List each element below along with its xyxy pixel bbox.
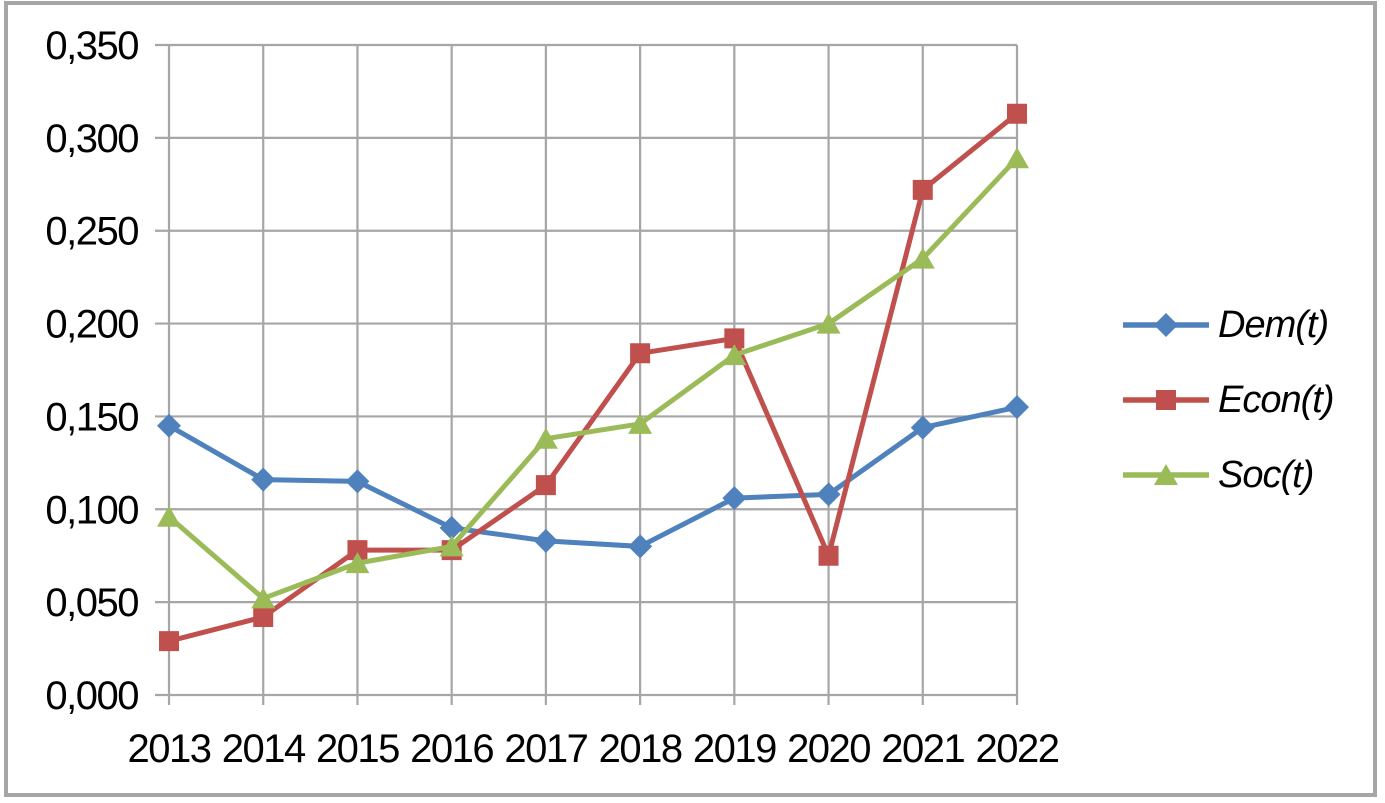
soct-series: [157, 147, 1029, 609]
soct-point-2018: [628, 412, 653, 434]
demt-series: [157, 395, 1029, 559]
x-tick-label: 2017: [504, 727, 587, 771]
econt-point-2015: [347, 540, 368, 561]
soct-point-2013: [157, 505, 181, 527]
y-tick-label: 0,000: [45, 674, 138, 718]
legend-item-soc: Soc(t): [1122, 454, 1314, 496]
soc-series-legend-marker-icon: [1123, 464, 1209, 485]
soct-point-2020: [816, 312, 841, 334]
econt-series-line: [166, 111, 1020, 644]
legend-label-soc: Soc(t): [1218, 454, 1314, 496]
demt-point-2020: [816, 482, 841, 507]
legend-label-dem: Dem(t): [1218, 304, 1329, 346]
y-tick-label: 0,250: [45, 210, 138, 254]
y-tick-label: 0,300: [45, 117, 138, 161]
x-tick-label: 2018: [599, 727, 682, 771]
soct-point-2019: [722, 344, 747, 366]
econt-point-2020: [818, 545, 839, 566]
econt-point-2014: [253, 607, 274, 627]
econt-point-2013: [159, 631, 179, 652]
demt-point-2018: [628, 534, 653, 559]
soct-point-2021: [910, 247, 935, 269]
econ-series-legend-marker-icon: [1123, 390, 1209, 410]
x-tick-label: 2014: [222, 727, 306, 771]
demt-point-2016: [439, 515, 464, 540]
demt-point-2013: [157, 413, 181, 438]
soct-series-line: [166, 155, 1020, 601]
demt-point-2015: [345, 469, 370, 494]
x-tick-label: 2019: [693, 727, 776, 771]
legend-marker: [1154, 313, 1178, 337]
econt-point-2017: [535, 475, 556, 496]
soct-point-2022: [1005, 147, 1029, 169]
x-tick-label: 2021: [881, 727, 964, 771]
x-axis-labels: 2013 2014 2015 2016 2017 2018 2019 2020 2021 2022: [128, 727, 1061, 771]
y-tick-label: 0,050: [45, 581, 138, 625]
econt-point-2021: [912, 179, 933, 200]
demt-point-2022: [1005, 395, 1029, 420]
soct-point-2015: [345, 552, 370, 574]
demt-point-2019: [722, 486, 747, 511]
legend-label-econ: Econ(t): [1218, 379, 1334, 421]
demt-point-2014: [251, 467, 276, 492]
econt-series: [159, 103, 1027, 652]
soct-point-2017: [533, 427, 558, 449]
demt-series-line: [166, 404, 1020, 549]
soct-point-2016: [439, 535, 464, 557]
y-tick-label: 0,200: [45, 303, 138, 347]
demt-point-2021: [910, 415, 935, 440]
legend-marker: [1156, 390, 1176, 410]
x-tick-label: 2016: [410, 727, 493, 771]
legend-item-econ: Econ(t): [1122, 379, 1334, 421]
x-tick-label: 2022: [976, 727, 1059, 771]
y-axis-labels: 0,000 0,050 0,100 0,150 0,200 0,250 0,300 0,350: [45, 24, 139, 718]
dem-series-legend-marker-icon: [1123, 313, 1209, 337]
gridlines: [155, 43, 1019, 705]
legend-marker: [1154, 464, 1178, 485]
econt-point-2022: [1007, 103, 1027, 124]
demt-point-2017: [533, 528, 558, 553]
soct-point-2014: [251, 587, 276, 609]
y-tick-label: 0,100: [45, 488, 138, 532]
x-tick-label: 2020: [787, 727, 870, 771]
legend-item-dem: Dem(t): [1122, 304, 1329, 346]
econt-point-2019: [724, 328, 745, 349]
econt-point-2018: [630, 343, 651, 364]
x-tick-label: 2013: [128, 727, 211, 771]
y-tick-label: 0,150: [45, 395, 138, 439]
x-tick-label: 2015: [316, 727, 399, 771]
y-tick-label: 0,350: [45, 24, 138, 68]
